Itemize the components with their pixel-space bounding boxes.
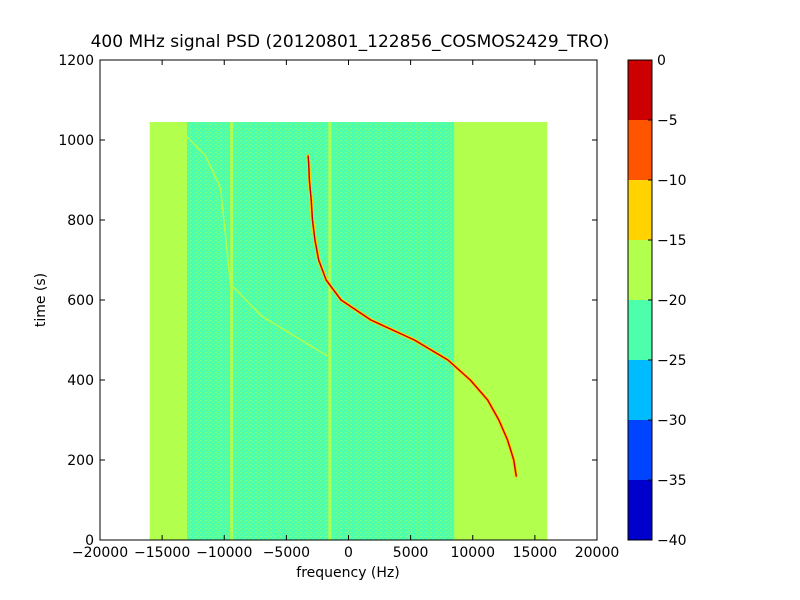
colorbar-level [628,420,652,480]
y-tick-label: 1200 [58,53,94,69]
spectrogram [149,122,548,540]
colorbar-tick-label: −25 [657,353,687,369]
colorbar-level [628,480,652,540]
colorbar-tick-label: −20 [657,293,687,309]
colorbar-tick-label: −40 [657,533,687,549]
colorbar-level [628,300,652,360]
y-tick-label: 600 [67,293,94,309]
y-tick-label: 1000 [58,133,94,149]
plot-area [100,60,597,540]
x-tick-label: −20000 [72,545,128,561]
colorbar-tick-label: −10 [657,173,687,189]
x-tick-label: −5000 [263,545,310,561]
colorbar-level [628,360,652,420]
colorbar-tick-label: −5 [657,113,678,129]
colorbar-tick-label: −15 [657,233,687,249]
x-tick-label: 15000 [513,545,558,561]
colorbar: 0 −5 −10 −15 −20 −25 −30 −35 −40 [627,53,687,549]
noise-band-texture [264,122,334,540]
chart-title: 400 MHz signal PSD (20120801_122856_COSM… [91,32,610,52]
colorbar-level [628,60,652,120]
doppler-trace [307,155,517,477]
y-tick-label: 800 [67,213,94,229]
x-tick-label: −15000 [134,545,190,561]
noise-band-texture [416,122,455,540]
x-tick-label: −10000 [196,545,252,561]
y-axis-label: time (s) [33,273,49,327]
noise-band-texture [186,122,215,540]
colorbar-tick-label: 0 [657,53,666,69]
y-axis: 0 200 400 600 800 1000 1200 [58,53,597,549]
y-tick-label: 400 [67,373,94,389]
colorbar-level [628,120,652,180]
colorbar-tick-label: −35 [657,473,687,489]
y-tick-label: 0 [85,533,94,549]
noise-band-texture [214,122,265,540]
colorbar-level [628,240,652,300]
colorbar-tick-label: −30 [657,413,687,429]
x-axis-label: frequency (Hz) [296,565,399,581]
x-tick-label: 10000 [450,545,495,561]
faint-trace [174,123,328,357]
x-tick-label: 20000 [575,545,620,561]
x-tick-label: 5000 [393,545,429,561]
colorbar-level [628,180,652,240]
x-tick-label: 0 [344,545,353,561]
y-tick-label: 200 [67,453,94,469]
noise-band-texture [333,122,417,540]
x-axis: −20000 −15000 −10000 −5000 0 5000 10000 15000 20… [72,60,619,561]
